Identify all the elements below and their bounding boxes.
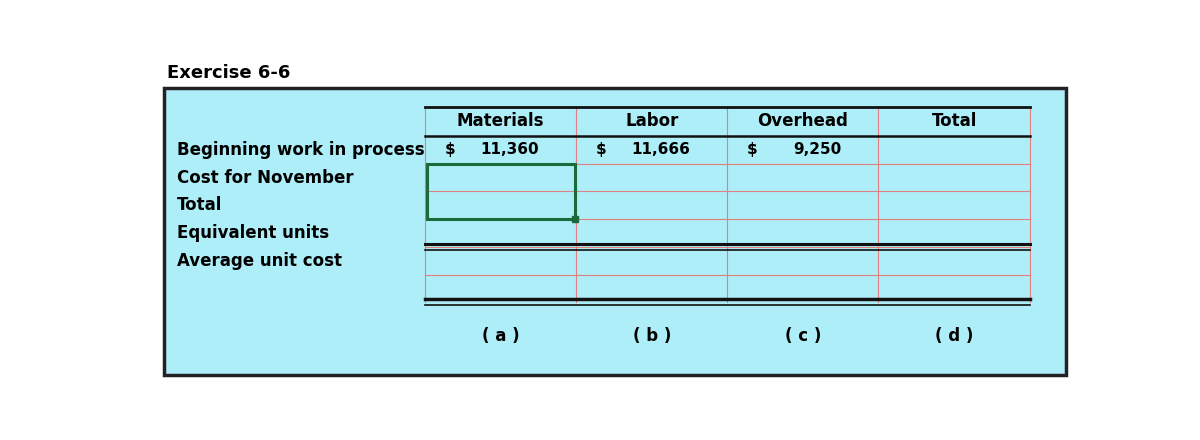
Text: $: $ — [748, 142, 758, 158]
Bar — [164, 88, 1066, 375]
Text: 9,250: 9,250 — [793, 142, 841, 158]
Text: ( c ): ( c ) — [785, 327, 821, 345]
Text: Average unit cost: Average unit cost — [178, 252, 342, 270]
Text: ( b ): ( b ) — [632, 327, 671, 345]
Text: Equivalent units: Equivalent units — [178, 224, 329, 242]
Text: Total: Total — [178, 196, 222, 214]
Text: Overhead: Overhead — [757, 112, 848, 130]
Text: $: $ — [596, 142, 607, 158]
Text: $: $ — [445, 142, 456, 158]
Text: ( a ): ( a ) — [482, 327, 520, 345]
Text: Exercise 6-6: Exercise 6-6 — [167, 64, 290, 82]
Text: 11,666: 11,666 — [631, 142, 690, 158]
Bar — [427, 164, 575, 219]
Text: Labor: Labor — [625, 112, 678, 130]
Text: 11,360: 11,360 — [481, 142, 540, 158]
Text: Total: Total — [931, 112, 977, 130]
Text: Materials: Materials — [457, 112, 545, 130]
Text: Cost for November: Cost for November — [178, 169, 354, 187]
Text: Beginning work in process: Beginning work in process — [178, 141, 425, 159]
Text: ( d ): ( d ) — [935, 327, 973, 345]
